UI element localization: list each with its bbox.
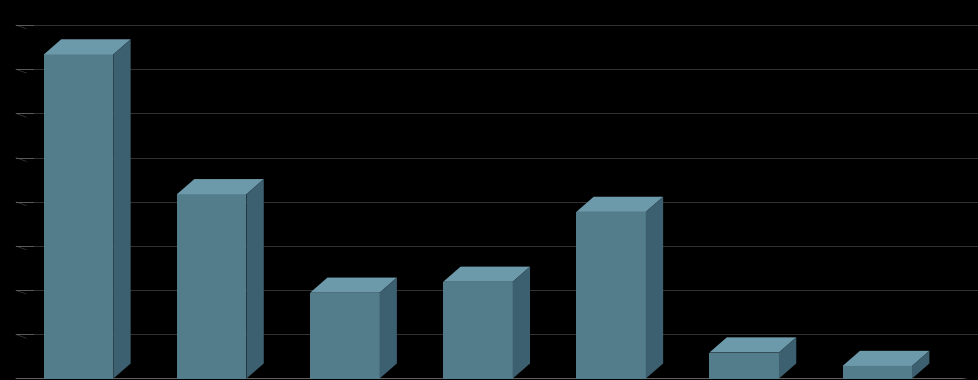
Polygon shape bbox=[443, 267, 529, 282]
Polygon shape bbox=[709, 337, 795, 353]
Polygon shape bbox=[778, 337, 795, 378]
Polygon shape bbox=[177, 194, 246, 378]
Polygon shape bbox=[44, 39, 130, 54]
Polygon shape bbox=[576, 212, 645, 378]
Polygon shape bbox=[177, 179, 263, 194]
Polygon shape bbox=[44, 54, 113, 378]
Polygon shape bbox=[443, 282, 512, 378]
Polygon shape bbox=[911, 351, 928, 378]
Polygon shape bbox=[645, 197, 662, 378]
Polygon shape bbox=[842, 366, 911, 378]
Polygon shape bbox=[310, 277, 396, 293]
Polygon shape bbox=[113, 39, 130, 378]
Polygon shape bbox=[709, 353, 778, 378]
Polygon shape bbox=[246, 179, 263, 378]
Polygon shape bbox=[379, 277, 396, 378]
Polygon shape bbox=[512, 267, 529, 378]
Polygon shape bbox=[16, 378, 977, 380]
Polygon shape bbox=[842, 351, 928, 366]
Polygon shape bbox=[576, 197, 662, 212]
Polygon shape bbox=[310, 293, 379, 378]
